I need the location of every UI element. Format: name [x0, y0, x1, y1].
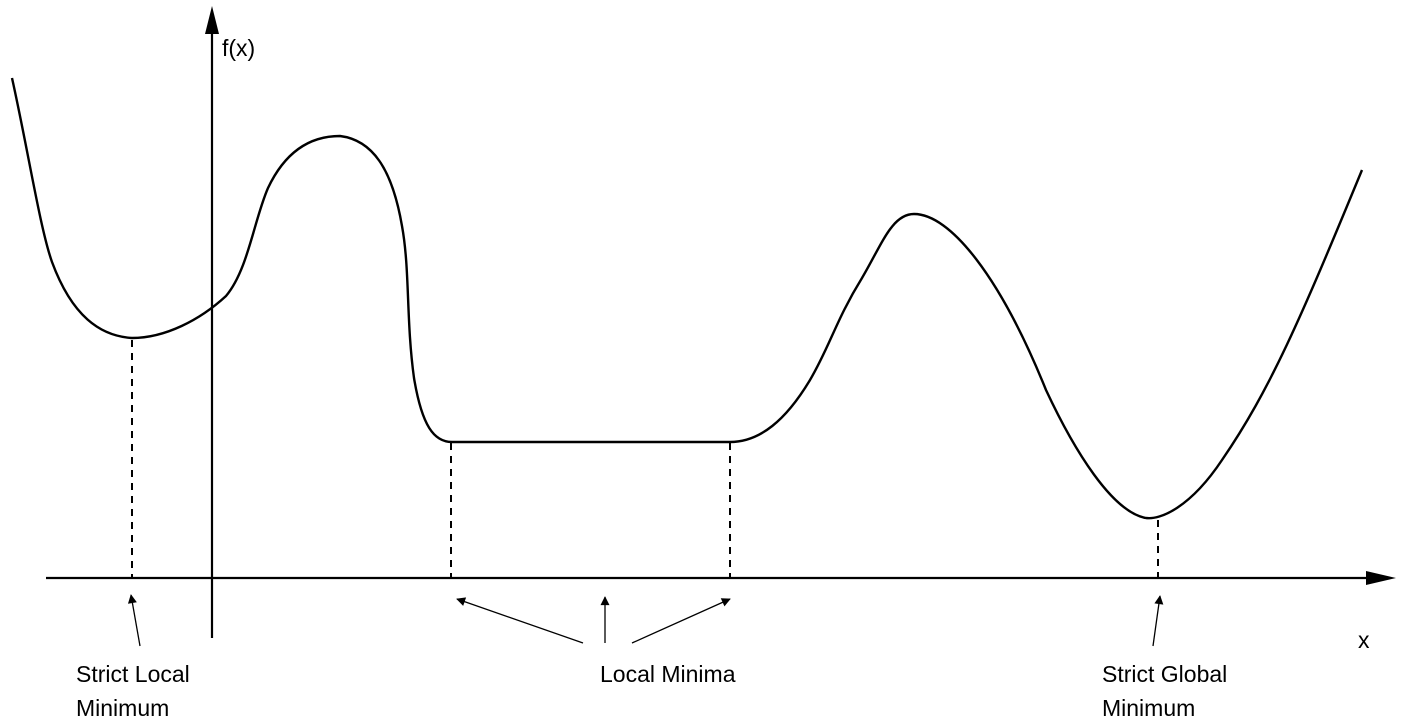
strict-local-min-label-line2: Minimum	[76, 695, 169, 721]
y-axis-label: f(x)	[222, 35, 255, 61]
strict-global-min-label-line2: Minimum	[1102, 695, 1195, 721]
y-axis-arrowhead	[205, 6, 219, 34]
x-axis-arrowhead	[1366, 571, 1396, 585]
function-curve	[10, 77, 1364, 520]
local-minima-label: Local Minima	[600, 661, 736, 687]
strict-global-min-arrow	[1152, 595, 1164, 647]
strict-local-min-arrow	[127, 594, 141, 647]
x-axis-label: x	[1358, 627, 1370, 653]
local-minima-arrow-right	[631, 598, 731, 644]
strict-global-min-label-line1: Strict Global	[1102, 661, 1227, 687]
strict-local-min-label-line1: Strict Local	[76, 661, 190, 687]
local-minima-arrow-left	[456, 597, 584, 644]
